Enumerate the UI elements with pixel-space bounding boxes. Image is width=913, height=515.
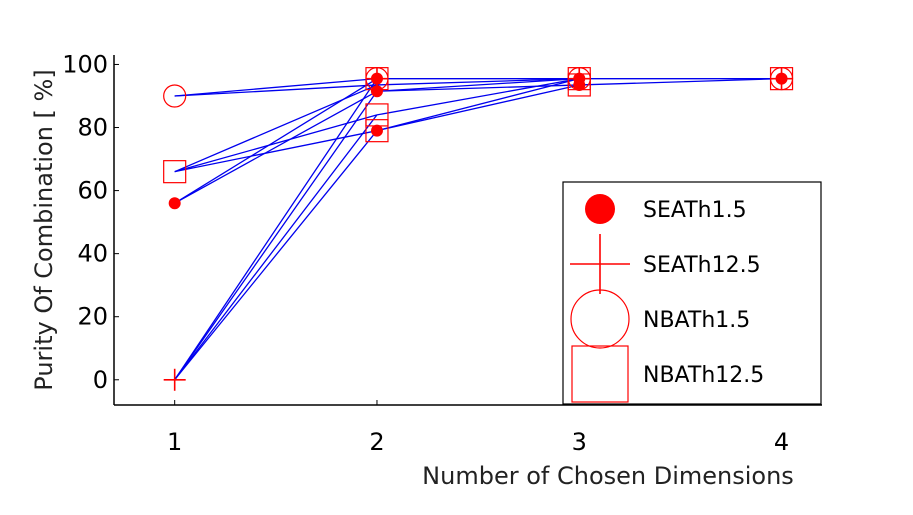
y-tick-label: 80 (77, 114, 108, 142)
marker-filled-circle (370, 85, 383, 98)
connection-lines (174, 77, 782, 381)
y-tick-label: 100 (62, 50, 108, 78)
legend-label: SEATh1.5 (643, 198, 747, 223)
legend-symbol-filled-circle (585, 194, 615, 224)
connection-segment (174, 114, 378, 173)
y-tick-label: 20 (77, 303, 108, 331)
connection-segment (376, 84, 580, 132)
legend-label: NBATh12.5 (643, 363, 764, 388)
connection-segment (376, 77, 580, 92)
legend: SEATh1.5 SEATh12.5 NBATh1.5 NBATh12.5 (562, 181, 822, 405)
marker-open-circle (163, 84, 187, 108)
legend-symbol-open-square (571, 345, 629, 403)
x-tick-label: 3 (572, 428, 587, 456)
marker-open-square (365, 119, 389, 143)
y-tick-label: 40 (77, 240, 108, 268)
connection-segment (174, 90, 378, 381)
marker-filled-circle (775, 72, 788, 85)
connection-segment (579, 77, 782, 86)
connection-segment (174, 78, 378, 204)
marker-filled-circle (168, 197, 181, 210)
marker-plus (163, 368, 186, 391)
connection-segment (174, 130, 378, 381)
legend-label: SEATh12.5 (643, 253, 761, 278)
y-axis-title: Purity Of Combination [ %] (30, 69, 58, 390)
connection-segment (174, 78, 378, 381)
marker-filled-circle (370, 124, 383, 137)
connection-segment (376, 78, 580, 116)
x-axis-title: Number of Chosen Dimensions (422, 462, 794, 490)
marker-open-square (163, 160, 187, 184)
connection-segment (376, 77, 580, 86)
marker-filled-circle (370, 72, 383, 85)
x-tick-label: 4 (774, 428, 789, 456)
connection-segment (376, 84, 580, 92)
connection-segment (174, 114, 378, 381)
y-tick-label: 0 (93, 366, 108, 394)
legend-symbol-plus (570, 234, 630, 294)
x-tick-label: 1 (167, 428, 182, 456)
data-markers (163, 67, 794, 391)
connection-segment (174, 130, 378, 173)
x-tick-label: 2 (369, 428, 384, 456)
legend-symbol-open-circle (570, 289, 630, 349)
legend-label: NBATh1.5 (643, 308, 750, 333)
connection-segment (174, 84, 378, 97)
marker-filled-circle (573, 78, 586, 91)
connection-segment (174, 90, 378, 204)
y-tick-label: 60 (77, 177, 108, 205)
axes: 0 20 40 60 80 100 1 2 3 4 (62, 50, 822, 456)
connection-segment (376, 78, 580, 132)
connection-segment (174, 78, 378, 97)
